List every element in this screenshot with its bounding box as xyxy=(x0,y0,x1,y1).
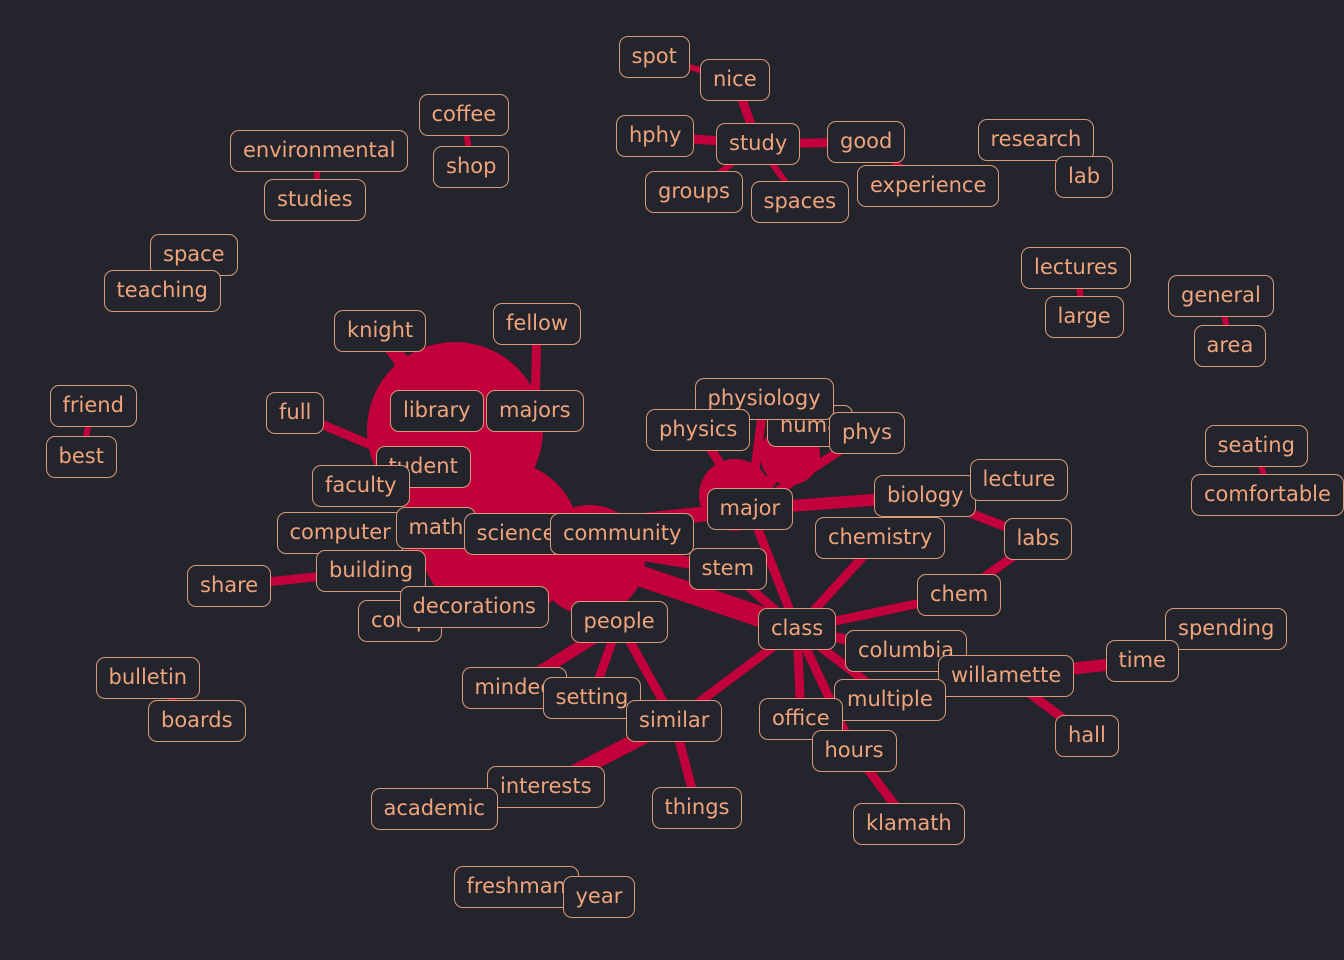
word-node-phys[interactable]: phys xyxy=(829,412,906,454)
word-node-research[interactable]: research xyxy=(977,119,1095,161)
word-node-multiple[interactable]: multiple xyxy=(834,679,946,721)
word-node-nice[interactable]: nice xyxy=(700,59,770,101)
word-node-studies[interactable]: studies xyxy=(264,179,366,221)
word-node-lab[interactable]: lab xyxy=(1055,156,1114,198)
word-node-stem[interactable]: stem xyxy=(688,548,768,590)
word-node-groups[interactable]: groups xyxy=(645,171,743,213)
word-node-knight[interactable]: knight xyxy=(334,310,427,352)
word-node-things[interactable]: things xyxy=(651,787,743,829)
word-node-seating[interactable]: seating xyxy=(1204,425,1308,467)
word-node-bulletin[interactable]: bulletin xyxy=(95,657,201,699)
word-node-biology[interactable]: biology xyxy=(874,475,977,517)
word-node-hall[interactable]: hall xyxy=(1055,715,1119,757)
word-node-large[interactable]: large xyxy=(1044,296,1124,338)
word-node-people[interactable]: people xyxy=(570,601,668,643)
word-node-comfortable[interactable]: comfortable xyxy=(1191,474,1344,516)
word-node-community[interactable]: community xyxy=(550,513,695,555)
word-node-labs[interactable]: labs xyxy=(1003,518,1073,560)
word-node-freshman[interactable]: freshman xyxy=(453,866,579,908)
word-node-year[interactable]: year xyxy=(562,876,636,918)
word-node-chemistry[interactable]: chemistry xyxy=(815,517,946,559)
word-node-physics[interactable]: physics xyxy=(646,409,751,451)
word-node-study[interactable]: study xyxy=(716,123,801,165)
word-node-majors[interactable]: majors xyxy=(486,390,584,432)
word-node-library[interactable]: library xyxy=(390,390,484,432)
word-node-academic[interactable]: academic xyxy=(370,788,498,830)
word-node-full[interactable]: full xyxy=(266,392,325,434)
word-node-math[interactable]: math xyxy=(395,507,477,549)
word-node-decorations[interactable]: decorations xyxy=(399,586,549,628)
word-node-building[interactable]: building xyxy=(316,550,427,592)
word-node-fellow[interactable]: fellow xyxy=(493,303,582,345)
word-node-shop[interactable]: shop xyxy=(433,146,510,188)
word-node-chem[interactable]: chem xyxy=(917,574,1002,616)
word-node-good[interactable]: good xyxy=(827,121,906,163)
word-node-boards[interactable]: boards xyxy=(148,700,246,742)
word-node-area[interactable]: area xyxy=(1193,325,1267,367)
word-node-spending[interactable]: spending xyxy=(1165,608,1288,650)
word-node-hphy[interactable]: hphy xyxy=(616,115,695,157)
word-node-coffee[interactable]: coffee xyxy=(418,94,510,136)
word-node-experience[interactable]: experience xyxy=(857,165,1000,207)
word-node-interests[interactable]: interests xyxy=(487,766,605,808)
word-node-general[interactable]: general xyxy=(1168,275,1274,317)
word-node-klamath[interactable]: klamath xyxy=(853,803,965,845)
word-node-computer[interactable]: computer xyxy=(276,512,404,554)
word-node-class[interactable]: class xyxy=(758,608,837,650)
word-node-hours[interactable]: hours xyxy=(811,730,897,772)
word-node-teaching[interactable]: teaching xyxy=(103,270,221,312)
word-node-columbia[interactable]: columbia xyxy=(845,630,968,672)
word-node-friend[interactable]: friend xyxy=(49,385,137,427)
word-node-time[interactable]: time xyxy=(1105,640,1179,682)
word-node-environmental[interactable]: environmental xyxy=(230,130,409,172)
word-node-major[interactable]: major xyxy=(706,488,794,530)
word-node-lecture[interactable]: lecture xyxy=(969,459,1069,501)
word-node-willamette[interactable]: willamette xyxy=(938,655,1075,697)
word-node-share[interactable]: share xyxy=(187,565,272,607)
word-node-similar[interactable]: similar xyxy=(626,700,723,742)
word-node-lectures[interactable]: lectures xyxy=(1021,247,1131,289)
word-node-faculty[interactable]: faculty xyxy=(312,465,410,507)
word-node-best[interactable]: best xyxy=(45,436,117,478)
word-node-spaces[interactable]: spaces xyxy=(750,181,850,223)
word-node-spot[interactable]: spot xyxy=(618,36,690,78)
word-node-setting[interactable]: setting xyxy=(542,677,642,719)
